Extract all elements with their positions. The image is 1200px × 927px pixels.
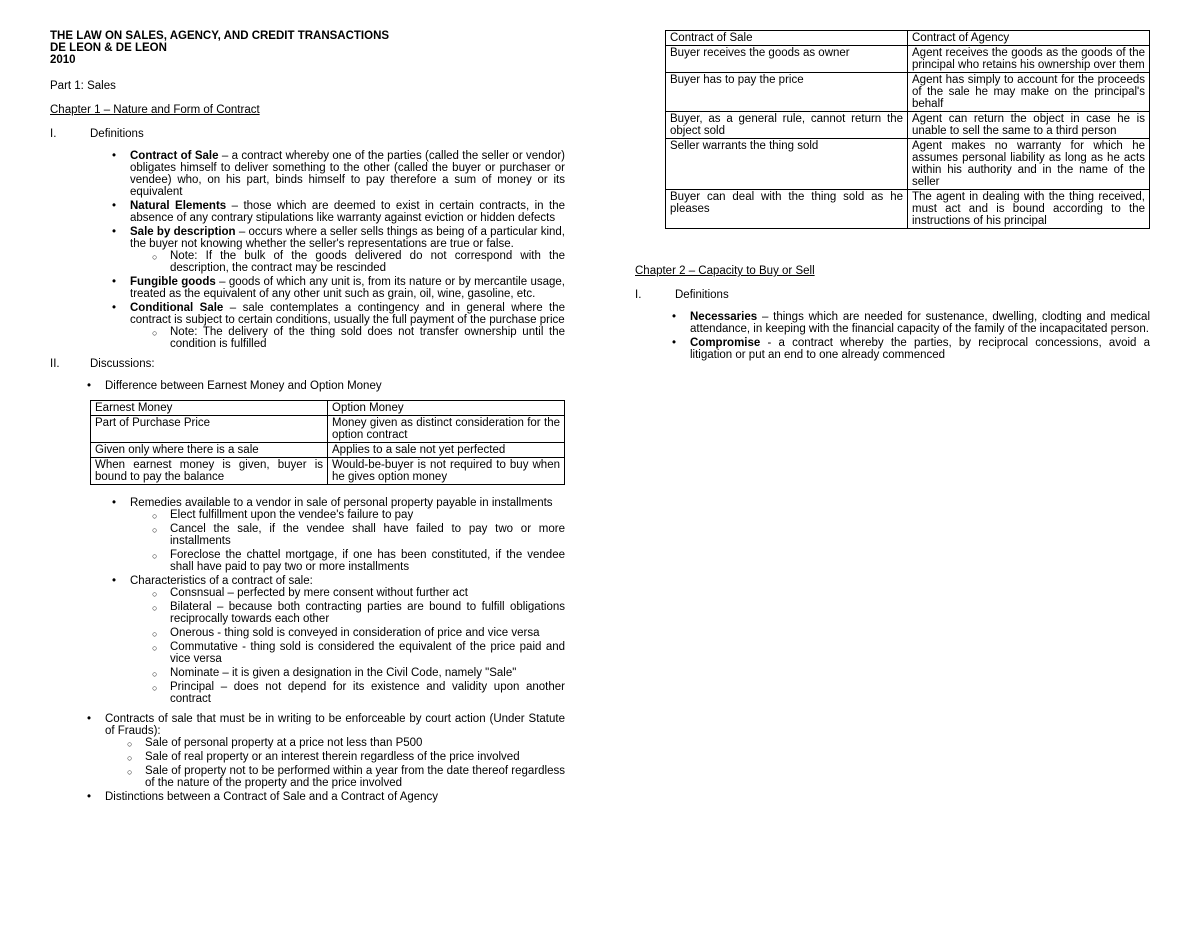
term: Natural Elements: [130, 200, 226, 212]
definition-list: Contract of Sale – a contract whereby on…: [50, 150, 565, 350]
sub-list: Sale of personal property at a price not…: [105, 737, 565, 789]
list-item: Contract of Sale – a contract whereby on…: [130, 150, 565, 198]
td: Buyer, as a general rule, cannot return …: [666, 112, 908, 139]
item-head: Characteristics of a contract of sale:: [130, 575, 313, 587]
td: Money given as distinct consideration fo…: [328, 416, 565, 443]
th: Option Money: [328, 401, 565, 416]
title-line-3: 2010: [50, 54, 565, 66]
td: Agent receives the goods as the goods of…: [908, 46, 1150, 73]
list-item: Characteristics of a contract of sale: C…: [130, 575, 565, 705]
list-item: Difference between Earnest Money and Opt…: [105, 380, 565, 392]
list-item: Fungible goods – goods of which any unit…: [130, 276, 565, 300]
td: Agent can return the object in case he i…: [908, 112, 1150, 139]
td: Part of Purchase Price: [91, 416, 328, 443]
list-item: Bilateral – because both contracting par…: [170, 601, 565, 625]
part-heading: Part 1: Sales: [50, 80, 565, 92]
list-item: Nominate – it is given a designation in …: [170, 667, 565, 679]
list-item: Necessaries – things which are needed fo…: [690, 311, 1150, 335]
td: Given only where there is a sale: [91, 443, 328, 458]
section-label: Definitions: [90, 128, 565, 140]
list-item: Cancel the sale, if the vendee shall hav…: [170, 523, 565, 547]
section-row: I. Definitions: [635, 289, 1150, 301]
list-item: Conditional Sale – sale contemplates a c…: [130, 302, 565, 350]
term: Compromise: [690, 337, 760, 349]
chapter-heading: Chapter 2 – Capacity to Buy or Sell: [635, 265, 1150, 277]
th: Contract of Sale: [666, 31, 908, 46]
list-item: Compromise - a contract whereby the part…: [690, 337, 1150, 361]
section-row: II. Discussions:: [50, 358, 565, 370]
section-label: Discussions:: [90, 358, 565, 370]
frauds-list: Contracts of sale that must be in writin…: [50, 713, 565, 803]
roman-numeral: I.: [635, 289, 675, 301]
spacer: [635, 241, 1150, 265]
title-line-1: THE LAW ON SALES, AGENCY, AND CREDIT TRA…: [50, 30, 565, 42]
roman-numeral: II.: [50, 358, 90, 370]
section-row: I. Definitions: [50, 128, 565, 140]
list-item: Consnsual – perfected by mere consent wi…: [170, 587, 565, 599]
sub-list: Consnsual – perfected by mere consent wi…: [130, 587, 565, 705]
sub-list: Note: If the bulk of the goods delivered…: [130, 250, 565, 274]
remedies-list: Remedies available to a vendor in sale o…: [50, 497, 565, 705]
td: Applies to a sale not yet perfected: [328, 443, 565, 458]
list-item: Sale of personal property at a price not…: [145, 737, 565, 749]
list-item: Natural Elements – those which are deeme…: [130, 200, 565, 224]
term: Necessaries: [690, 311, 757, 323]
chapter-heading: Chapter 1 – Nature and Form of Contract: [50, 104, 565, 116]
roman-numeral: I.: [50, 128, 90, 140]
list-item: Principal – does not depend for its exis…: [170, 681, 565, 705]
term: Sale by description: [130, 226, 236, 238]
document-page: THE LAW ON SALES, AGENCY, AND CREDIT TRA…: [50, 30, 1150, 897]
td: Seller warrants the thing sold: [666, 139, 908, 190]
td: Buyer can deal with the thing sold as he…: [666, 190, 908, 229]
def-text: – things which are needed for sustenance…: [690, 311, 1150, 335]
list-item: Sale by description – occurs where a sel…: [130, 226, 565, 274]
list-item: Commutative - thing sold is considered t…: [170, 641, 565, 665]
list-item: Foreclose the chattel mortgage, if one h…: [170, 549, 565, 573]
list-item: Contracts of sale that must be in writin…: [105, 713, 565, 789]
item-head: Contracts of sale that must be in writin…: [105, 713, 565, 737]
discussion-list: Difference between Earnest Money and Opt…: [50, 380, 565, 392]
title-block: THE LAW ON SALES, AGENCY, AND CREDIT TRA…: [50, 30, 565, 66]
list-item: Note: If the bulk of the goods delivered…: [170, 250, 565, 274]
td: Agent has simply to account for the proc…: [908, 73, 1150, 112]
earnest-option-table: Earnest MoneyOption Money Part of Purcha…: [90, 400, 565, 485]
term: Fungible goods: [130, 276, 216, 288]
td: When earnest money is given, buyer is bo…: [91, 458, 328, 485]
section-label: Definitions: [675, 289, 1150, 301]
term: Contract of Sale: [130, 150, 218, 162]
list-item: Elect fulfillment upon the vendee's fail…: [170, 509, 565, 521]
list-item: Sale of real property or an interest the…: [145, 751, 565, 763]
list-item: Remedies available to a vendor in sale o…: [130, 497, 565, 573]
sub-list: Note: The delivery of the thing sold doe…: [130, 326, 565, 350]
item-head: Remedies available to a vendor in sale o…: [130, 497, 553, 509]
td: Buyer receives the goods as owner: [666, 46, 908, 73]
list-item: Sale of property not to be performed wit…: [145, 765, 565, 789]
list-item: Note: The delivery of the thing sold doe…: [170, 326, 565, 350]
td: Would-be-buyer is not required to buy wh…: [328, 458, 565, 485]
sale-agency-table: Contract of SaleContract of Agency Buyer…: [665, 30, 1150, 229]
td: The agent in dealing with the thing rece…: [908, 190, 1150, 229]
list-item: Onerous - thing sold is conveyed in cons…: [170, 627, 565, 639]
title-line-2: DE LEON & DE LEON: [50, 42, 565, 54]
th: Contract of Agency: [908, 31, 1150, 46]
td: Buyer has to pay the price: [666, 73, 908, 112]
definition-list: Necessaries – things which are needed fo…: [635, 311, 1150, 361]
th: Earnest Money: [91, 401, 328, 416]
list-item: Distinctions between a Contract of Sale …: [105, 791, 565, 803]
sub-list: Elect fulfillment upon the vendee's fail…: [130, 509, 565, 573]
term: Conditional Sale: [130, 302, 223, 314]
td: Agent makes no warranty for which he ass…: [908, 139, 1150, 190]
